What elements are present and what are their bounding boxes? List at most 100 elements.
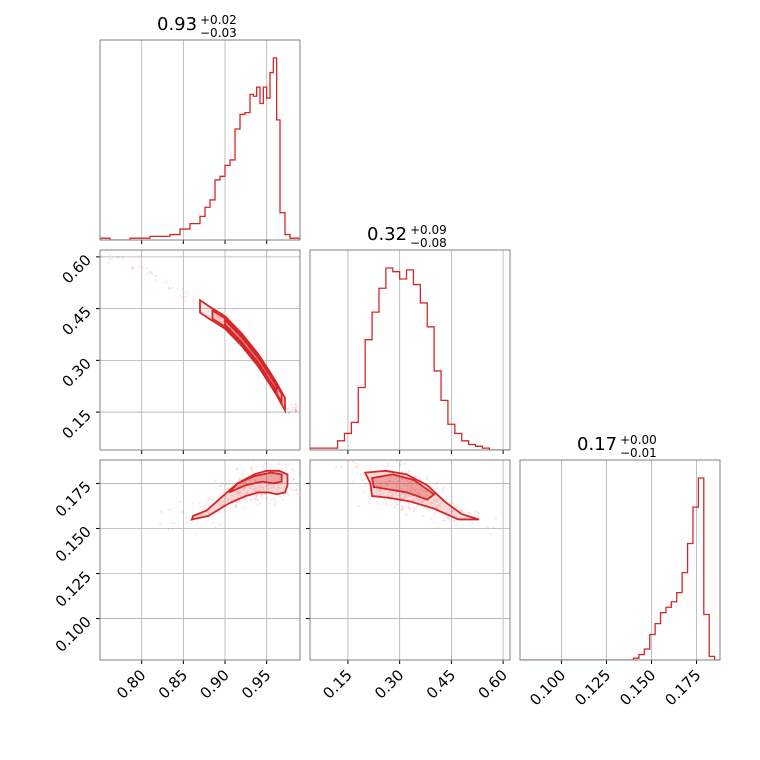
scatter-point (194, 533, 197, 536)
scatter-point (430, 501, 433, 504)
scatter-point (205, 313, 208, 316)
scatter-point (242, 487, 246, 490)
scatter-point (277, 391, 280, 394)
scatter-point (178, 500, 182, 503)
scatter-point (100, 255, 104, 258)
scatter-point (289, 409, 292, 412)
scatter-point (140, 266, 143, 269)
scatter-point (149, 271, 152, 274)
scatter-point (403, 495, 406, 499)
scatter-point (443, 517, 446, 520)
title-param-2-minus: −0.08 (410, 236, 447, 250)
scatter-point (404, 493, 407, 497)
scatter-point (233, 505, 236, 509)
scatter-point (167, 286, 170, 289)
scatter-point (306, 470, 308, 472)
scatter-point (238, 478, 241, 482)
scatter-point (291, 406, 294, 409)
scatter-point (402, 497, 406, 500)
scatter-point (396, 479, 400, 482)
x-tick-label: 0.95 (238, 666, 274, 702)
scatter-point (454, 524, 457, 527)
scatter-point (131, 267, 134, 270)
scatter-point (284, 463, 287, 466)
scatter-point (351, 480, 355, 484)
scatter-point (376, 484, 379, 488)
histogram-step-line (100, 57, 300, 240)
scatter-point (250, 487, 253, 490)
scatter-point (409, 485, 412, 488)
scatter-point (151, 272, 154, 275)
scatter-point (291, 468, 294, 471)
scatter-point (192, 299, 195, 302)
scatter-point (403, 462, 406, 466)
scatter-point (261, 496, 264, 499)
scatter-point (154, 278, 157, 282)
scatter-point (273, 503, 276, 506)
scatter-point (222, 500, 225, 503)
x-tick-label: 0.175 (661, 666, 704, 709)
scatter-point (401, 508, 404, 511)
scatter-point (450, 510, 453, 513)
scatter-point (294, 403, 297, 406)
scatter-point (146, 272, 149, 275)
scatter-point (237, 489, 240, 493)
x-tick-label: 0.45 (423, 666, 459, 702)
scatter-point (420, 487, 423, 490)
scatter-point (254, 495, 258, 498)
scatter-point (360, 479, 364, 482)
scatter-point (486, 526, 489, 529)
scatter-point (290, 487, 293, 491)
scatter-point (240, 477, 243, 480)
scatter-point (460, 509, 463, 512)
scatter-point (149, 270, 152, 273)
scatter-point (265, 496, 269, 500)
scatter-point (267, 483, 270, 486)
x-tick-label: 0.150 (616, 666, 659, 709)
scatter-point (419, 494, 422, 497)
scatter-point (423, 506, 426, 510)
scatter-point (176, 287, 179, 290)
scatter-point (143, 278, 146, 281)
density-contour (211, 308, 283, 406)
scatter-point (476, 511, 480, 515)
scatter-point (249, 499, 253, 502)
scatter-point (185, 521, 188, 524)
scatter-point (250, 469, 253, 473)
scatter-point (287, 411, 290, 414)
scatter-point (447, 516, 450, 519)
scatter-point (406, 484, 409, 487)
scatter-point (385, 503, 388, 506)
scatter-point (244, 481, 247, 484)
scatter-point (387, 464, 390, 467)
scatter-point (225, 482, 228, 486)
scatter-point (205, 503, 208, 506)
title-param-3-minus: −0.01 (620, 446, 657, 460)
scatter-point (399, 500, 402, 503)
scatter-point (369, 496, 372, 500)
scatter-point (461, 510, 464, 513)
scatter-point (208, 502, 211, 506)
scatter-point (250, 467, 253, 470)
scatter-point (459, 509, 462, 512)
scatter-point (295, 488, 298, 491)
scatter-point (294, 402, 297, 405)
scatter-point (255, 504, 258, 507)
scatter-point (251, 485, 254, 488)
scatter-point (278, 392, 281, 395)
scatter-point (292, 408, 295, 411)
scatter-point (170, 521, 173, 525)
scatter-point (434, 482, 437, 485)
scatter-point (241, 474, 244, 477)
density-contour-outer (363, 469, 480, 521)
panel-frame (99, 459, 301, 661)
scatter-point (394, 491, 397, 494)
x-tick-label: 0.80 (113, 666, 149, 702)
scatter-point (370, 467, 373, 470)
scatter-point (224, 495, 227, 498)
scatter-point (250, 466, 253, 469)
title-param-3: 0.17 +0.00 −0.01 (577, 433, 657, 460)
panel-hist-param-3: 0.100 0.125 0.150 0.175 (519, 459, 721, 709)
scatter-point (238, 493, 241, 496)
